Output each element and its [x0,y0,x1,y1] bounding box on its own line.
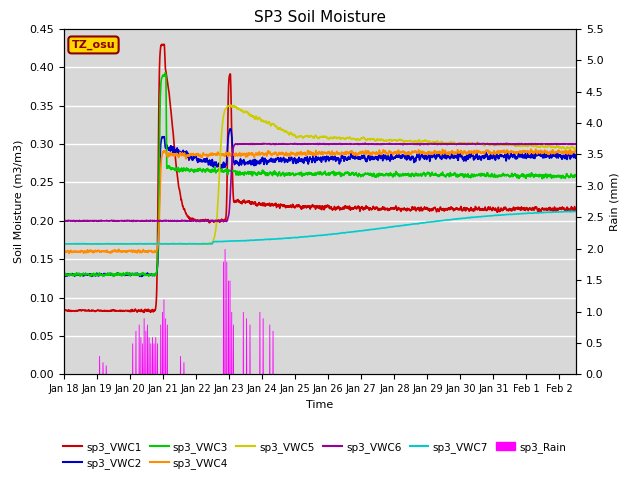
Legend: sp3_VWC1, sp3_VWC2, sp3_VWC3, sp3_VWC4, sp3_VWC5, sp3_VWC6, sp3_VWC7, sp3_Rain: sp3_VWC1, sp3_VWC2, sp3_VWC3, sp3_VWC4, … [59,437,570,473]
Y-axis label: Soil Moisture (m3/m3): Soil Moisture (m3/m3) [14,140,24,264]
Text: TZ_osu: TZ_osu [72,40,115,50]
Text: SP3 Soil Moisture: SP3 Soil Moisture [254,10,386,24]
X-axis label: Time: Time [307,400,333,409]
Y-axis label: Rain (mm): Rain (mm) [609,172,619,231]
